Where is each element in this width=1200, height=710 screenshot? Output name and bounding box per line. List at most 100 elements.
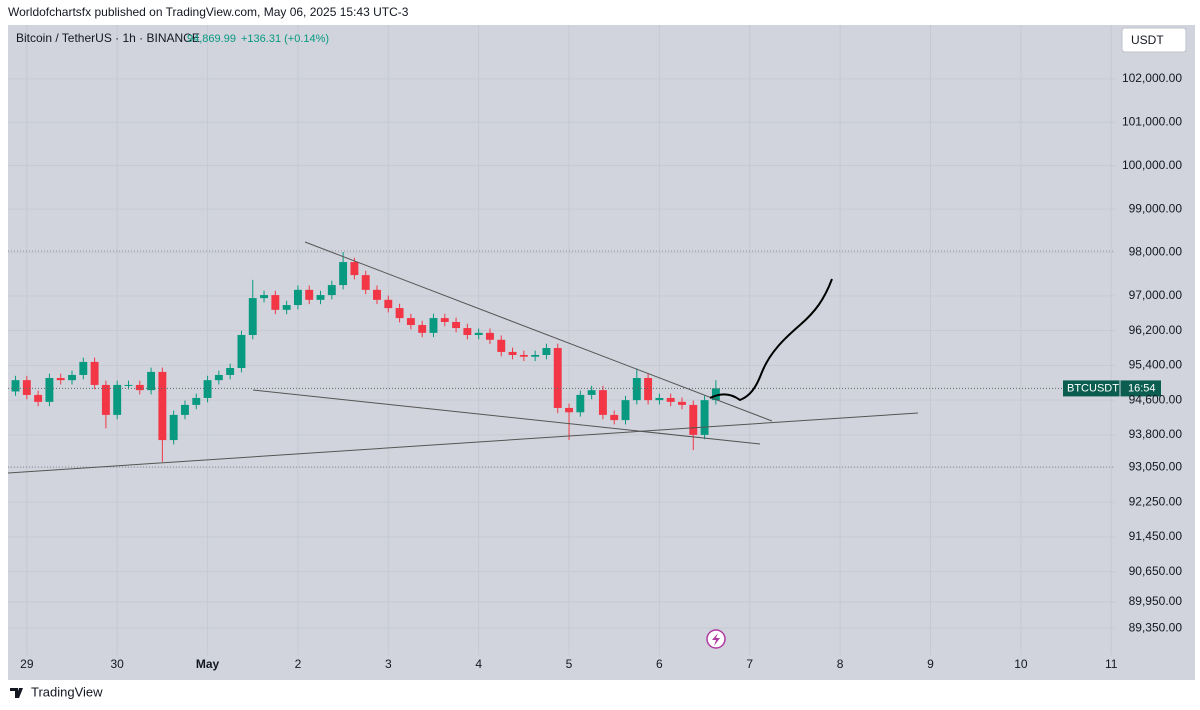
candle-body bbox=[68, 374, 76, 381]
candles bbox=[8, 252, 1115, 462]
candle-body bbox=[553, 348, 562, 408]
y-tick-label: 99,000.00 bbox=[1129, 201, 1183, 215]
candle-body bbox=[260, 295, 268, 299]
y-tick-label: 97,000.00 bbox=[1129, 288, 1183, 302]
candle-body bbox=[711, 388, 720, 401]
candle-body bbox=[158, 371, 167, 441]
currency-button[interactable] bbox=[1121, 27, 1187, 53]
x-tick-label: 30 bbox=[111, 657, 125, 671]
badge-symbol: BTCUSDT bbox=[1067, 382, 1119, 394]
publisher: Worldofchartsfx published on TradingView… bbox=[8, 5, 409, 19]
candle-body bbox=[339, 262, 348, 286]
candle-body bbox=[508, 351, 517, 355]
candle-body bbox=[45, 377, 54, 402]
candle-body bbox=[56, 377, 65, 381]
candle-body bbox=[282, 305, 291, 310]
candle-body bbox=[395, 308, 404, 319]
candle-body bbox=[632, 377, 641, 401]
candle-body bbox=[440, 318, 449, 322]
candle-body bbox=[406, 318, 415, 326]
y-tick-label: 96,200.00 bbox=[1129, 323, 1183, 337]
badge-background bbox=[1063, 380, 1161, 397]
badge-timer: 16:54 bbox=[1128, 382, 1156, 394]
candle-body bbox=[101, 384, 110, 415]
trend-line bbox=[7, 412, 919, 474]
candle-body bbox=[271, 295, 280, 310]
candle-body bbox=[203, 380, 212, 398]
y-tick-label: 94,600.00 bbox=[1129, 392, 1183, 406]
candle-body bbox=[79, 361, 88, 375]
x-tick-label: May bbox=[196, 657, 220, 671]
candle-body bbox=[486, 332, 494, 340]
x-tick-label: 2 bbox=[295, 657, 302, 671]
candle-body bbox=[327, 285, 336, 296]
candle-body bbox=[169, 414, 178, 441]
x-tick-label: 11 bbox=[1105, 657, 1118, 671]
candle-body bbox=[678, 401, 686, 405]
x-tick-label: 29 bbox=[20, 657, 34, 671]
candle-body bbox=[135, 384, 144, 391]
candle-body bbox=[384, 299, 393, 309]
candle-body bbox=[429, 318, 438, 333]
y-tick-label: 102,000.00 bbox=[1122, 71, 1182, 85]
candle-body bbox=[610, 414, 619, 421]
price-badge: BTCUSDT 16:54 bbox=[1063, 380, 1161, 397]
candle-body bbox=[689, 404, 698, 435]
currency-label[interactable]: USDT bbox=[1131, 33, 1164, 47]
candle-body bbox=[350, 262, 359, 276]
candle-body bbox=[22, 380, 31, 395]
candle-body bbox=[248, 298, 257, 336]
y-tick-label: 100,000.00 bbox=[1122, 158, 1182, 172]
x-tick-label: 6 bbox=[656, 657, 663, 671]
y-tick-label: 95,400.00 bbox=[1129, 358, 1183, 372]
price-change: +136.31 (+0.14%) bbox=[241, 33, 329, 45]
candle-body bbox=[147, 371, 156, 391]
candle-body bbox=[542, 348, 551, 355]
candle-body bbox=[192, 397, 201, 405]
y-tick-label: 92,250.00 bbox=[1129, 494, 1183, 508]
candle-body bbox=[621, 400, 630, 421]
candle-body bbox=[666, 397, 675, 402]
y-tick-label: 98,000.00 bbox=[1129, 245, 1183, 259]
x-tick-label: 3 bbox=[385, 657, 392, 671]
candle-body bbox=[11, 380, 20, 392]
x-tick-label: 10 bbox=[1014, 657, 1028, 671]
candle-body bbox=[474, 332, 483, 336]
x-tick-label: 9 bbox=[927, 657, 934, 671]
candle-body bbox=[237, 335, 246, 369]
chart-background bbox=[8, 25, 1195, 680]
candle-body bbox=[361, 275, 370, 290]
candle-body bbox=[305, 289, 314, 300]
x-tick-label: 4 bbox=[475, 657, 482, 671]
candle-body bbox=[113, 384, 122, 415]
x-tick-label: 8 bbox=[837, 657, 844, 671]
y-tick-label: 89,350.00 bbox=[1129, 620, 1183, 634]
brand-logo bbox=[10, 688, 23, 698]
candle-body bbox=[565, 407, 573, 413]
projection-curve bbox=[709, 278, 833, 402]
candle-body bbox=[644, 377, 653, 401]
candle-body bbox=[293, 289, 302, 306]
candle-body bbox=[700, 400, 709, 435]
candle-body bbox=[598, 390, 607, 415]
trend-line bbox=[252, 389, 761, 445]
y-tick-label: 90,650.00 bbox=[1129, 564, 1183, 578]
y-tick-label: 91,450.00 bbox=[1129, 529, 1183, 543]
y-tick-label: 89,950.00 bbox=[1129, 594, 1183, 608]
symbol: Bitcoin / TetherUS · 1h · BINANCE bbox=[16, 31, 200, 45]
candle-body bbox=[463, 328, 472, 336]
event-icon-bolt bbox=[712, 633, 720, 646]
candle-body bbox=[214, 374, 223, 381]
candle-body bbox=[181, 404, 189, 415]
candle-body bbox=[34, 394, 43, 402]
trend-line bbox=[304, 241, 773, 422]
grid bbox=[8, 25, 1115, 655]
x-tick-label: 7 bbox=[746, 657, 753, 671]
candle-body bbox=[655, 397, 664, 401]
candle-body bbox=[576, 394, 585, 413]
candle-body bbox=[452, 321, 461, 329]
last-price: 94,869.99 bbox=[187, 33, 236, 45]
brand: TradingView bbox=[31, 684, 103, 699]
candle-body bbox=[418, 325, 427, 333]
